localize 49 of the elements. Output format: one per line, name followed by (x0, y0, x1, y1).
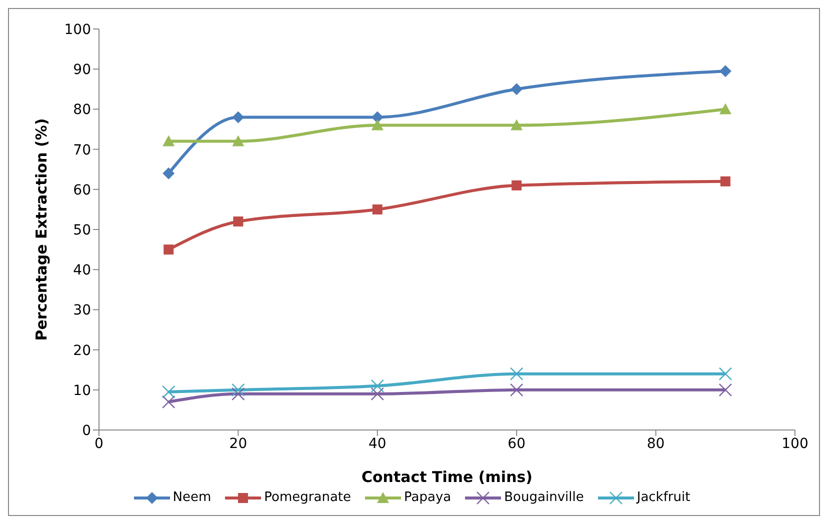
point (232, 387, 245, 401)
x-tick-label: 40 (368, 436, 386, 452)
point (371, 111, 384, 124)
point (720, 176, 730, 186)
legend-label: Bougainville (504, 490, 584, 505)
point (718, 383, 732, 396)
y-tick-label: 60 (73, 182, 91, 198)
point (232, 135, 244, 146)
y-tick-label: 40 (73, 262, 91, 279)
x-axis-title: Contact Time (mins) (361, 468, 533, 486)
x-tick-label: 80 (646, 436, 665, 452)
point (370, 387, 384, 401)
point (232, 383, 245, 396)
y-tick-label: 90 (73, 62, 91, 78)
y-tick-label: 30 (73, 302, 91, 319)
point (718, 367, 732, 380)
y-tick-label: 70 (73, 142, 91, 158)
point (510, 83, 523, 96)
legend-label: Papaya (404, 490, 452, 505)
point (719, 103, 732, 114)
y-tick-label: 100 (64, 22, 91, 38)
point (719, 65, 732, 78)
point (162, 385, 176, 399)
point (510, 367, 524, 380)
y-tick-label: 10 (73, 382, 91, 399)
point (512, 180, 522, 190)
x-tick-label: 100 (782, 436, 808, 452)
point (371, 119, 384, 130)
point (162, 167, 175, 180)
y-tick-label: 50 (73, 222, 91, 238)
point (162, 135, 175, 146)
point (372, 204, 382, 214)
y-tick-label: 20 (73, 342, 91, 359)
point (233, 216, 244, 226)
point (510, 383, 524, 396)
point (232, 111, 244, 124)
point (370, 379, 384, 392)
point (162, 395, 176, 409)
x-tick-label: 0 (94, 436, 104, 452)
y-tick-label: 0 (82, 422, 91, 439)
y-tick-label: 80 (73, 102, 91, 118)
x-tick-label: 20 (229, 436, 248, 452)
point (164, 244, 174, 255)
legend-label: Pomegranate (264, 490, 352, 505)
legend-label: Jackfruit (636, 490, 690, 505)
legend-label: Neem (172, 490, 212, 505)
y-axis-title: Percentage Extraction (%) (32, 118, 50, 341)
x-tick-label: 60 (508, 436, 526, 452)
point (510, 119, 523, 130)
